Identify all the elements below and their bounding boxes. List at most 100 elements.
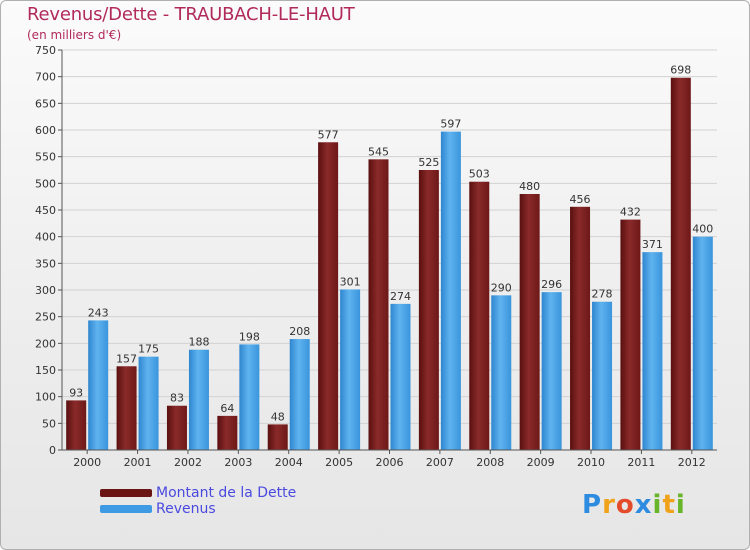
x-tick-label: 2009 xyxy=(527,456,555,469)
y-tick-label: 250 xyxy=(35,311,56,324)
bar-debt xyxy=(267,424,288,450)
logo-letter: r xyxy=(602,490,616,520)
bar-revenue xyxy=(642,252,663,450)
bars xyxy=(66,77,713,451)
legend-label-revenue: Revenus xyxy=(156,501,216,517)
y-tick-label: 500 xyxy=(35,177,56,190)
legend-swatch-debt xyxy=(100,489,152,497)
data-label-revenue: 243 xyxy=(88,306,109,319)
bar-revenue xyxy=(138,356,159,450)
x-tick-label: 2005 xyxy=(325,456,353,469)
bar-debt xyxy=(519,194,540,450)
data-label-revenue: 208 xyxy=(289,325,310,338)
y-tick-label: 50 xyxy=(42,417,56,430)
data-label-debt: 545 xyxy=(368,145,389,158)
bar-debt xyxy=(217,415,238,450)
data-label-revenue: 371 xyxy=(642,238,663,251)
bar-debt xyxy=(570,206,591,450)
logo-letter: P xyxy=(582,490,603,520)
data-label-revenue: 198 xyxy=(239,330,260,343)
data-label-debt: 525 xyxy=(418,156,439,169)
bar-debt xyxy=(318,142,339,450)
bar-debt xyxy=(66,400,87,450)
y-tick-label: 600 xyxy=(35,124,56,137)
bar-debt xyxy=(368,159,389,451)
data-label-debt: 432 xyxy=(620,206,641,219)
logo-letter: t xyxy=(662,490,676,520)
data-label-revenue: 597 xyxy=(440,118,461,131)
data-label-revenue: 274 xyxy=(390,290,411,303)
data-label-debt: 577 xyxy=(318,128,339,141)
logo-letter: x xyxy=(634,490,653,520)
bar-debt xyxy=(116,366,137,450)
bar-debt xyxy=(469,181,490,450)
y-tick-label: 400 xyxy=(35,231,56,244)
bar-revenue xyxy=(541,292,562,450)
y-tick-label: 200 xyxy=(35,337,56,350)
data-label-debt: 698 xyxy=(670,64,691,77)
x-tick-label: 2000 xyxy=(73,456,101,469)
x-tick-label: 2004 xyxy=(275,456,303,469)
x-tick-label: 2011 xyxy=(627,456,655,469)
y-tick-label: 750 xyxy=(35,44,56,57)
data-label-debt: 83 xyxy=(170,392,184,405)
y-tick-label: 300 xyxy=(35,284,56,297)
bar-debt xyxy=(620,219,641,450)
data-label-revenue: 175 xyxy=(138,343,159,356)
data-label-debt: 157 xyxy=(116,352,137,365)
bar-revenue xyxy=(239,344,260,450)
y-tick-label: 100 xyxy=(35,391,56,404)
bar-revenue xyxy=(188,349,209,450)
bar-debt xyxy=(670,77,691,450)
proxiti-logo: Proxiti xyxy=(582,490,686,520)
data-label-revenue: 296 xyxy=(541,278,562,291)
data-label-revenue: 278 xyxy=(592,288,613,301)
bar-revenue xyxy=(390,303,411,450)
legend-label-debt: Montant de la Dette xyxy=(156,485,297,501)
bar-revenue xyxy=(592,301,613,450)
data-label-revenue: 290 xyxy=(491,281,512,294)
chart-subtitle: (en milliers d'€) xyxy=(27,28,122,42)
data-label-debt: 456 xyxy=(570,193,591,206)
x-tick-label: 2006 xyxy=(376,456,404,469)
chart-title: Revenus/Dette - TRAUBACH-LE-HAUT xyxy=(27,4,355,25)
data-label-revenue: 400 xyxy=(692,223,713,236)
x-tick-label: 2001 xyxy=(124,456,152,469)
logo-letter: i xyxy=(652,490,663,520)
x-axis: 2000 2001 2002 2003 2004 2005 2006 2007 2008 2009… xyxy=(62,449,717,469)
logo-letter: o xyxy=(615,490,635,520)
y-tick-label: 350 xyxy=(35,257,56,270)
data-label-debt: 503 xyxy=(469,168,490,181)
y-tick-label: 650 xyxy=(35,97,56,110)
bar-revenue xyxy=(340,289,361,450)
data-label-debt: 48 xyxy=(271,410,285,423)
data-label-debt: 480 xyxy=(519,180,540,193)
x-tick-label: 2012 xyxy=(678,456,706,469)
bar-revenue xyxy=(692,236,713,450)
y-axis: 0 50 100 150 200 250 300 350 400 450 500 550 600 650 7… xyxy=(35,44,63,457)
data-label-debt: 64 xyxy=(220,402,234,415)
bar-debt xyxy=(418,170,439,450)
logo-letter: i xyxy=(675,490,686,520)
bar-revenue xyxy=(491,295,512,450)
data-label-debt: 93 xyxy=(69,386,83,399)
bar-revenue xyxy=(88,320,109,450)
bar-revenue xyxy=(440,131,461,450)
y-tick-label: 700 xyxy=(35,71,56,84)
y-tick-label: 450 xyxy=(35,204,56,217)
data-label-revenue: 188 xyxy=(188,336,209,349)
x-tick-label: 2002 xyxy=(174,456,202,469)
legend-swatch-revenue xyxy=(100,505,152,513)
y-tick-label: 0 xyxy=(49,444,56,457)
bar-debt xyxy=(166,405,187,450)
x-tick-label: 2003 xyxy=(224,456,252,469)
grid-lines xyxy=(62,49,717,451)
bar-revenue xyxy=(289,339,310,450)
data-label-revenue: 301 xyxy=(340,275,361,288)
x-tick-label: 2008 xyxy=(476,456,504,469)
x-tick-label: 2007 xyxy=(426,456,454,469)
x-tick-label: 2010 xyxy=(577,456,605,469)
y-tick-label: 150 xyxy=(35,364,56,377)
